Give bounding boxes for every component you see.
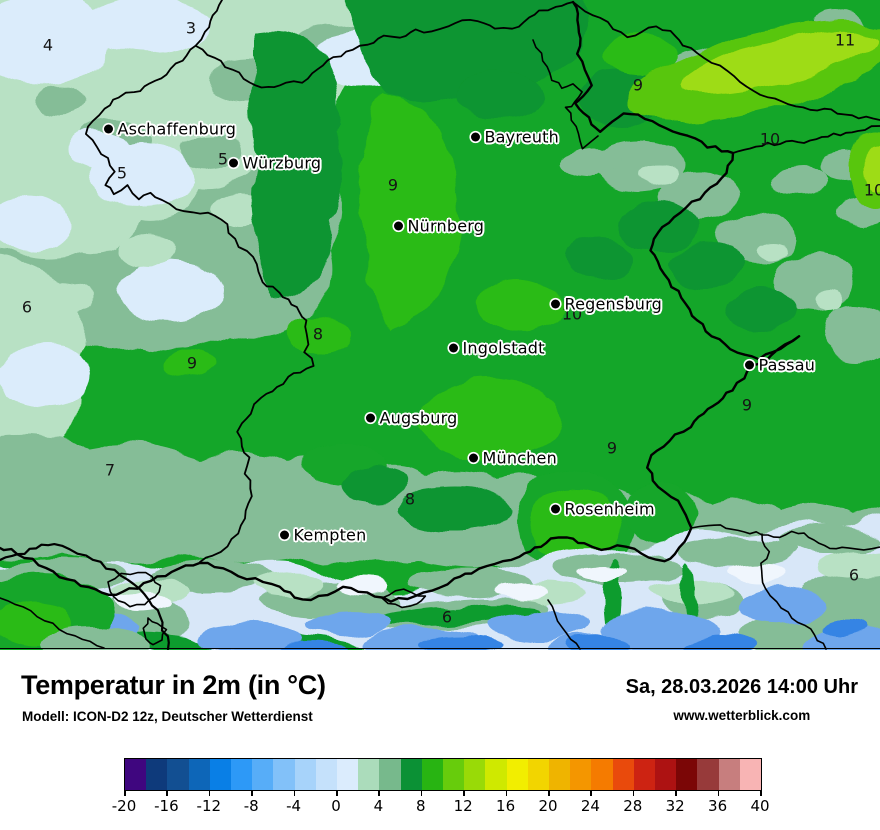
- colorbar-tick-label: 20: [538, 797, 558, 815]
- colorbar-segment: [485, 759, 507, 790]
- colorbar-segment: [718, 759, 740, 790]
- footer: Temperatur in 2m (in °C) Modell: ICON-D2…: [0, 650, 880, 830]
- page-title: Temperatur in 2m (in °C): [21, 670, 326, 700]
- border-line: [690, 524, 880, 551]
- colorbar-tick-label: 32: [665, 797, 685, 815]
- colorbar-tick: [760, 791, 762, 796]
- colorbar-segment: [570, 759, 592, 790]
- colorbar-segment: [315, 759, 338, 790]
- colorbar-tick-label: 16: [496, 797, 516, 815]
- colorbar: [124, 758, 762, 791]
- map-area: 4 3 5 5 9 6 9 11 10 10 10 8 9 7 8 9 9 6 6 Aschaffenburg Wür…: [0, 0, 880, 650]
- colorbar-segment: [697, 759, 719, 790]
- colorbar-segment: [379, 759, 401, 790]
- colorbar-segment: [252, 759, 274, 790]
- border-line: [572, 1, 880, 121]
- colorbar-tick: [463, 791, 465, 796]
- colorbar-tick-label: -20: [111, 797, 137, 815]
- colorbar-segment: [273, 759, 295, 790]
- colorbar-segment: [527, 759, 550, 790]
- colorbar-tick: [505, 791, 508, 796]
- colorbar-tick-label: -8: [243, 797, 259, 815]
- colorbar-tick-label: 40: [750, 797, 770, 815]
- colorbar-tick: [590, 791, 592, 796]
- colorbar-tick-label: 36: [708, 797, 728, 815]
- colorbar-segment: [231, 759, 253, 790]
- colorbar-segment: [421, 759, 444, 790]
- border-line: [85, 0, 315, 563]
- colorbar-tick-label: 8: [416, 797, 426, 815]
- border-line: [381, 588, 427, 609]
- border-line: [0, 0, 801, 603]
- colorbar-tick: [208, 791, 211, 796]
- colorbar-tick-label: -16: [154, 797, 179, 815]
- colorbar-tick: [378, 791, 380, 796]
- colorbar-segment: [188, 759, 210, 790]
- colorbar-tick-label: 28: [623, 797, 643, 815]
- colorbar-segment: [591, 759, 613, 790]
- colorbar-tick: [336, 791, 338, 796]
- border-line: [142, 617, 168, 646]
- temperature-map-graphic: [0, 0, 880, 650]
- colorbar-segment: [146, 759, 168, 790]
- colorbar-tick-label: -4: [286, 797, 302, 815]
- temperature-shading: [0, 0, 880, 650]
- colorbar-segment: [167, 759, 189, 790]
- colorbar-segment: [125, 759, 147, 790]
- colorbar-tick-label: -12: [196, 797, 222, 815]
- border-line: [195, 1, 574, 89]
- border-line: [547, 599, 581, 650]
- colorbar-segment: [209, 759, 232, 790]
- colorbar-segment: [400, 759, 422, 790]
- colorbar-segment: [549, 759, 571, 790]
- colorbar-tick: [548, 791, 550, 796]
- border-line: [732, 125, 880, 154]
- colorbar-segment: [506, 759, 528, 790]
- colorbar-segment: [358, 759, 380, 790]
- colorbar-tick: [293, 791, 296, 796]
- border-line: [760, 533, 827, 650]
- political-borders: [0, 0, 880, 650]
- border-line: [0, 543, 170, 650]
- colorbar-segment: [633, 759, 656, 790]
- colorbar-segment: [676, 759, 698, 790]
- colorbar-tick: [124, 791, 126, 796]
- colorbar-tick-label: 24: [580, 797, 600, 815]
- colorbar-segment: [337, 759, 359, 790]
- border-line: [107, 571, 162, 608]
- model-info: Modell: ICON-D2 12z, Deutscher Wetterdie…: [22, 709, 313, 724]
- colorbar-tick: [420, 791, 423, 796]
- valid-datetime: Sa, 28.03.2026 14:00 Uhr: [625, 676, 858, 698]
- colorbar-tick: [251, 791, 253, 796]
- colorbar-segment: [294, 759, 316, 790]
- colorbar-segment: [443, 759, 465, 790]
- colorbar-segment: [739, 759, 762, 790]
- map-bottom-frame: [0, 648, 880, 650]
- colorbar-tick: [632, 791, 635, 796]
- colorbar-segment: [655, 759, 677, 790]
- website-label: www.wetterblick.com: [673, 708, 811, 723]
- colorbar-tick: [166, 791, 168, 796]
- colorbar-tick-label: 0: [331, 797, 341, 815]
- border-line: [532, 39, 599, 150]
- colorbar-segment: [612, 759, 634, 790]
- border-line: [0, 597, 105, 649]
- datetime-block: Sa, 28.03.2026 14:00 Uhr www.wetterblick…: [626, 676, 858, 723]
- colorbar-segment: [464, 759, 486, 790]
- colorbar-tick: [717, 791, 720, 796]
- colorbar-tick-label: 4: [373, 797, 384, 815]
- colorbar-tick: [675, 791, 677, 796]
- colorbar-tick-label: 12: [453, 797, 473, 815]
